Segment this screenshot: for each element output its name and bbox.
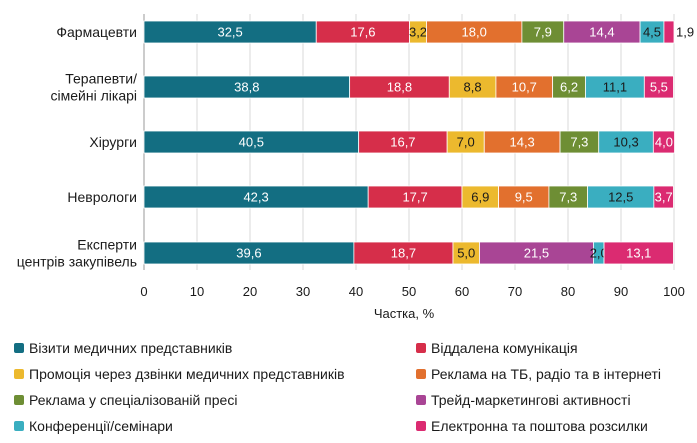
category-label: центрів закупівель	[17, 254, 137, 270]
legend-item: Трейд-маркетингові активності	[416, 392, 631, 408]
bar-segment	[652, 130, 675, 154]
data-label: 8,8	[464, 80, 482, 95]
data-label: 13,1	[626, 246, 651, 261]
x-tick-label: 90	[614, 284, 628, 299]
category-label: Терапевти/	[65, 71, 137, 87]
legend-swatch	[14, 421, 24, 431]
data-label: 14,4	[589, 25, 614, 40]
x-tick-labels: 0 10 20 30 40 50 60 70 80 90 100	[140, 284, 684, 299]
category-label: Експерти	[77, 237, 137, 253]
x-tick-label: 70	[508, 284, 522, 299]
x-tick-label: 10	[190, 284, 204, 299]
data-label: 4,0	[655, 135, 673, 150]
x-tick-label: 60	[455, 284, 469, 299]
legend-item: Електронна та поштова розсилки	[416, 418, 648, 434]
bar-segment	[653, 185, 674, 209]
data-label: 38,8	[234, 80, 259, 95]
data-label: 7,0	[457, 135, 475, 150]
category-label: Хірурги	[89, 134, 137, 150]
legend-item: Промоція через дзвінки медичних представ…	[14, 366, 345, 382]
data-label: 5,0	[457, 246, 475, 261]
legend-label: Реклама на ТБ, радіо та в інтернеті	[431, 366, 662, 382]
data-label: 10,7	[512, 80, 537, 95]
data-label: 39,6	[236, 246, 261, 261]
data-label: 21,5	[524, 246, 549, 261]
legend-swatch	[14, 369, 24, 379]
legend-label: Трейд-маркетингові активності	[431, 392, 631, 408]
legend-label: Конференції/семінари	[29, 418, 173, 434]
category-labels: Фармацевти Терапевти/сімейні лікарі Хірург…	[17, 24, 137, 270]
data-label: 16,7	[390, 135, 415, 150]
legend-label: Електронна та поштова розсилки	[431, 418, 648, 434]
data-label: 32,5	[217, 25, 242, 40]
data-label: 3,7	[655, 190, 673, 205]
data-label: 6,9	[471, 190, 489, 205]
legend-swatch	[416, 421, 426, 431]
data-label: 10,3	[613, 135, 638, 150]
data-label: 17,7	[402, 190, 427, 205]
data-label: 6,2	[560, 80, 578, 95]
data-label: 40,5	[239, 135, 264, 150]
data-label: 11,1	[603, 80, 627, 95]
data-label: 12,5	[608, 190, 633, 205]
category-label: Фармацевти	[56, 24, 137, 40]
data-label: 3,2	[409, 25, 427, 40]
legend-swatch	[416, 343, 426, 353]
data-label: 4,5	[643, 25, 661, 40]
legend-label: Промоція через дзвінки медичних представ…	[29, 366, 345, 382]
category-label: сімейні лікарі	[51, 88, 137, 104]
data-label: 7,9	[534, 25, 552, 40]
x-tick-label: 50	[402, 284, 416, 299]
data-label: 17,6	[350, 25, 375, 40]
x-axis-title: Частка, %	[374, 306, 435, 321]
legend-item: Реклама у спеціалізованій пресі	[14, 392, 237, 408]
stacked-bar-chart: 32,5 17,6 3,2 18,0 7,9 14,4 4,5 1,9 38,8 18,8 8,8 1…	[17, 14, 694, 321]
x-tick-label: 0	[140, 284, 147, 299]
legend-item: Віддалена комунікація	[416, 340, 578, 356]
data-label: 7,3	[570, 135, 588, 150]
bar-segment	[663, 20, 675, 44]
x-tick-label: 40	[349, 284, 363, 299]
bars: 32,5 17,6 3,2 18,0 7,9 14,4 4,5 1,9 38,8 18,8 8,8 1…	[143, 20, 694, 265]
legend-item: Реклама на ТБ, радіо та в інтернеті	[416, 366, 661, 382]
data-label: 7,3	[559, 190, 577, 205]
legend-item: Конференції/семінари	[14, 418, 173, 434]
data-label: 9,5	[515, 190, 533, 205]
x-tick-label: 80	[561, 284, 575, 299]
legend-label: Візити медичних представників	[29, 340, 233, 356]
bar-segment	[643, 75, 674, 99]
x-tick-label: 20	[243, 284, 257, 299]
legend-swatch	[14, 395, 24, 405]
legend-label: Реклама у спеціалізованій пресі	[29, 392, 238, 408]
category-label: Неврологи	[67, 189, 137, 205]
legend-item: Візити медичних представників	[14, 340, 232, 356]
data-label: 1,9	[676, 25, 694, 40]
data-label: 18,0	[462, 25, 487, 40]
data-label: 42,3	[243, 190, 268, 205]
legend-swatch	[14, 343, 24, 353]
x-tick-label: 100	[663, 284, 685, 299]
data-label: 18,8	[387, 80, 412, 95]
data-label: 5,5	[650, 80, 668, 95]
bar-segment	[603, 241, 674, 265]
legend-swatch	[416, 395, 426, 405]
data-label: 18,7	[391, 246, 416, 261]
data-label: 14,3	[509, 135, 534, 150]
legend-swatch	[416, 369, 426, 379]
x-tick-label: 30	[296, 284, 310, 299]
data-label: 2,0	[590, 246, 608, 261]
legend-label: Віддалена комунікація	[431, 340, 578, 356]
